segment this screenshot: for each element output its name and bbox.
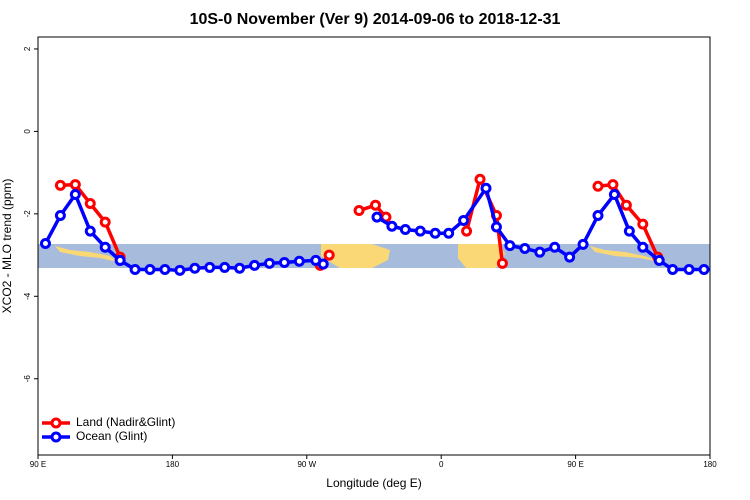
y-tick-label: -6	[23, 375, 32, 383]
point	[386, 220, 398, 232]
point	[504, 240, 516, 252]
point	[219, 261, 231, 273]
point	[577, 238, 589, 250]
y-axis-label: XCO2 - MLO trend (ppm)	[0, 179, 14, 314]
point	[458, 214, 470, 226]
point	[474, 173, 486, 185]
point	[249, 259, 261, 271]
point	[204, 261, 216, 273]
point	[371, 211, 383, 223]
point	[698, 263, 710, 275]
point	[369, 199, 381, 211]
plot-frame	[37, 36, 711, 456]
point	[592, 180, 604, 192]
point	[429, 227, 441, 239]
point	[278, 256, 290, 268]
point	[637, 241, 649, 253]
x-tick-label: 180	[166, 460, 180, 469]
point	[234, 262, 246, 274]
point	[174, 264, 186, 276]
point	[564, 251, 576, 263]
point	[129, 263, 141, 275]
legend-marker	[50, 431, 62, 443]
point	[592, 209, 604, 221]
point	[443, 227, 455, 239]
point	[84, 225, 96, 237]
y-tick-label: 0	[23, 129, 32, 134]
point	[683, 263, 695, 275]
point	[549, 241, 561, 253]
point	[653, 254, 665, 266]
point	[114, 254, 126, 266]
point	[519, 242, 531, 254]
y-tick-label: -2	[23, 210, 32, 218]
legend-label: Ocean (Glint)	[76, 429, 147, 443]
point	[623, 225, 635, 237]
point	[84, 198, 96, 210]
point	[54, 209, 66, 221]
point	[607, 179, 619, 191]
x-tick-label: 90 E	[567, 460, 583, 469]
point	[353, 205, 365, 217]
point	[293, 255, 305, 267]
point	[69, 179, 81, 191]
point	[323, 249, 335, 261]
map-strip	[38, 244, 710, 268]
y-tick-label: -4	[23, 292, 32, 300]
x-tick-label: 90 E	[30, 460, 46, 469]
point	[317, 258, 329, 270]
point	[637, 218, 649, 230]
x-tick-label: 90 W	[297, 460, 316, 469]
point	[480, 182, 492, 194]
point	[534, 246, 546, 258]
point	[620, 199, 632, 211]
point	[39, 238, 51, 250]
point	[414, 225, 426, 237]
point	[99, 241, 111, 253]
legend-marker	[50, 417, 62, 429]
point	[99, 216, 111, 228]
x-tick-label: 180	[703, 460, 717, 469]
point	[144, 263, 156, 275]
point	[159, 263, 171, 275]
point	[608, 188, 620, 200]
point	[461, 225, 473, 237]
x-tick-label: 0	[439, 460, 444, 469]
point	[263, 257, 275, 269]
point	[399, 224, 411, 236]
point	[490, 221, 502, 233]
point	[667, 263, 679, 275]
y-tick-label: 2	[23, 46, 32, 51]
point	[54, 179, 66, 191]
point	[496, 257, 508, 269]
chart-title: 10S-0 November (Ver 9) 2014-09-06 to 201…	[190, 11, 561, 28]
legend-label: Land (Nadir&Glint)	[76, 415, 175, 429]
point	[189, 262, 201, 274]
x-axis-label: Longitude (deg E)	[326, 476, 421, 490]
point	[69, 188, 81, 200]
